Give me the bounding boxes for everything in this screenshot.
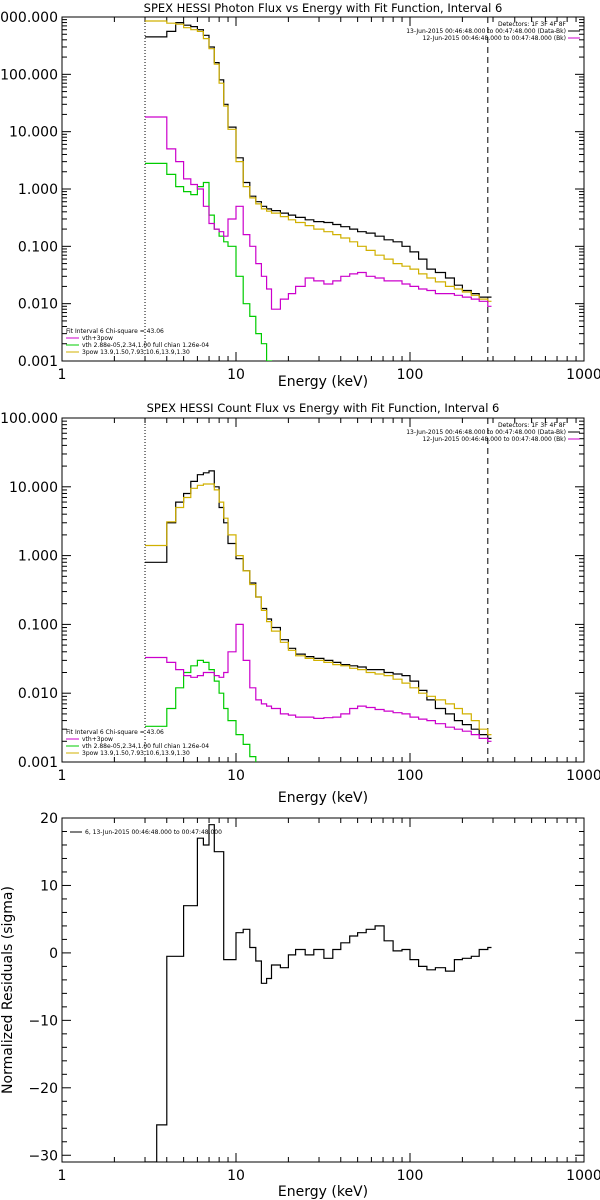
legend-entry: vth+3pow	[82, 335, 113, 342]
chart-title: SPEX HESSI Count Flux vs Energy with Fit…	[147, 401, 500, 415]
legend-entry: 12-Jun-2015 00:46:48.000 to 00:47:48.000…	[423, 436, 566, 443]
y-tick-label: 10.000	[9, 125, 58, 141]
x-tick-label: 10	[227, 367, 245, 383]
x-tick-label: 10	[227, 768, 245, 784]
series-line-data-bk	[145, 470, 492, 739]
y-tick-label: 0.010	[18, 297, 58, 313]
legend-entry: vth 2.88e-05,2.34,1.00 full chian 1.26e-…	[82, 342, 209, 349]
plot-frame	[61, 817, 585, 1163]
legend-entry: 3pow 13.9,1.50,7.93,10.6,13.9,1.30	[82, 349, 190, 356]
y-tick-label: 0.001	[18, 755, 58, 771]
x-axis-label: Energy (keV)	[278, 790, 368, 806]
x-tick-label: 100	[397, 768, 424, 784]
y-tick-label: 0.100	[18, 239, 58, 255]
y-tick-label: 20	[40, 811, 58, 827]
legend-entry: Detectors: 1F 3F 4F 8F	[498, 21, 567, 28]
legend-entry: 3pow 13.9,1.50,7.93,10.6,13.9,1.30	[82, 750, 190, 757]
x-tick-label: 1	[58, 367, 67, 383]
series-line-3pow	[145, 623, 492, 742]
y-tick-label: 0.100	[18, 617, 58, 633]
series-line-6-13-jun-2015-00-46-48-000-to-00-47-48-000	[145, 824, 492, 1162]
x-tick-label: 10	[227, 1168, 245, 1184]
legend-entry: Fit Interval 6 Chi-square = 43.06	[66, 328, 164, 335]
chart-panel-2: SPEX HESSI Count Flux vs Energy with Fit…	[0, 401, 600, 806]
y-tick-label: 100.000	[0, 67, 58, 83]
y-tick-label: −10	[28, 1013, 58, 1029]
x-tick-label: 1	[58, 1168, 67, 1184]
plot-frame	[61, 417, 585, 763]
legend-entry: 13-Jun-2015 00:46:48.000 to 00:47:48.000…	[406, 28, 566, 35]
legend-entry: vth 2.88e-05,2.34,1.00 full chian 1.26e-…	[82, 743, 209, 750]
chart-panel-1: SPEX HESSI Photon Flux vs Energy with Fi…	[0, 1, 600, 390]
y-tick-label: 0	[49, 946, 58, 962]
chart-title: SPEX HESSI Photon Flux vs Energy with Fi…	[144, 1, 503, 15]
x-axis-label: Energy (keV)	[278, 374, 368, 390]
x-tick-label: 1000	[566, 367, 600, 383]
y-tick-label: 1.000	[18, 182, 58, 198]
legend-entry: 6, 13-Jun-2015 00:46:48.000 to 00:47:48.…	[85, 829, 222, 836]
x-axis-label: Energy (keV)	[278, 1184, 368, 1200]
y-tick-label: 100.000	[0, 411, 58, 427]
y-tick-label: 1.000	[18, 549, 58, 565]
x-tick-label: 100	[397, 1168, 424, 1184]
x-tick-label: 1	[58, 768, 67, 784]
y-tick-label: 10	[40, 878, 58, 894]
legend-entry: 13-Jun-2015 00:46:48.000 to 00:47:48.000…	[406, 429, 566, 436]
y-tick-label: 0.010	[18, 686, 58, 702]
x-tick-label: 1000	[566, 768, 600, 784]
series-line-vth-3pow	[145, 20, 492, 302]
y-tick-label: 10.000	[9, 480, 58, 496]
y-tick-label: −20	[28, 1081, 58, 1097]
legend-entry: Fit Interval 6 Chi-square = 43.06	[66, 729, 164, 736]
x-tick-label: 100	[397, 367, 424, 383]
series-line-vth	[145, 659, 257, 762]
legend-entry: 12-Jun-2015 00:46:48.000 to 00:47:48.000…	[423, 35, 566, 42]
series-line-data-bk	[145, 22, 492, 298]
legend-entry: vth+3pow	[82, 736, 113, 743]
legend-entry: Detectors: 1F 3F 4F 8F	[498, 422, 567, 429]
y-tick-label: 000.000	[0, 10, 58, 26]
y-tick-label: 0.001	[18, 354, 58, 370]
series-line-3pow	[145, 116, 492, 310]
plot-frame	[61, 16, 585, 362]
series-line-vth-3pow	[145, 483, 492, 736]
y-axis-label: Normalized Residuals (sigma)	[0, 886, 16, 1094]
y-tick-label: −30	[28, 1148, 58, 1164]
x-tick-label: 1000	[566, 1168, 600, 1184]
series-line-vth	[145, 162, 273, 361]
